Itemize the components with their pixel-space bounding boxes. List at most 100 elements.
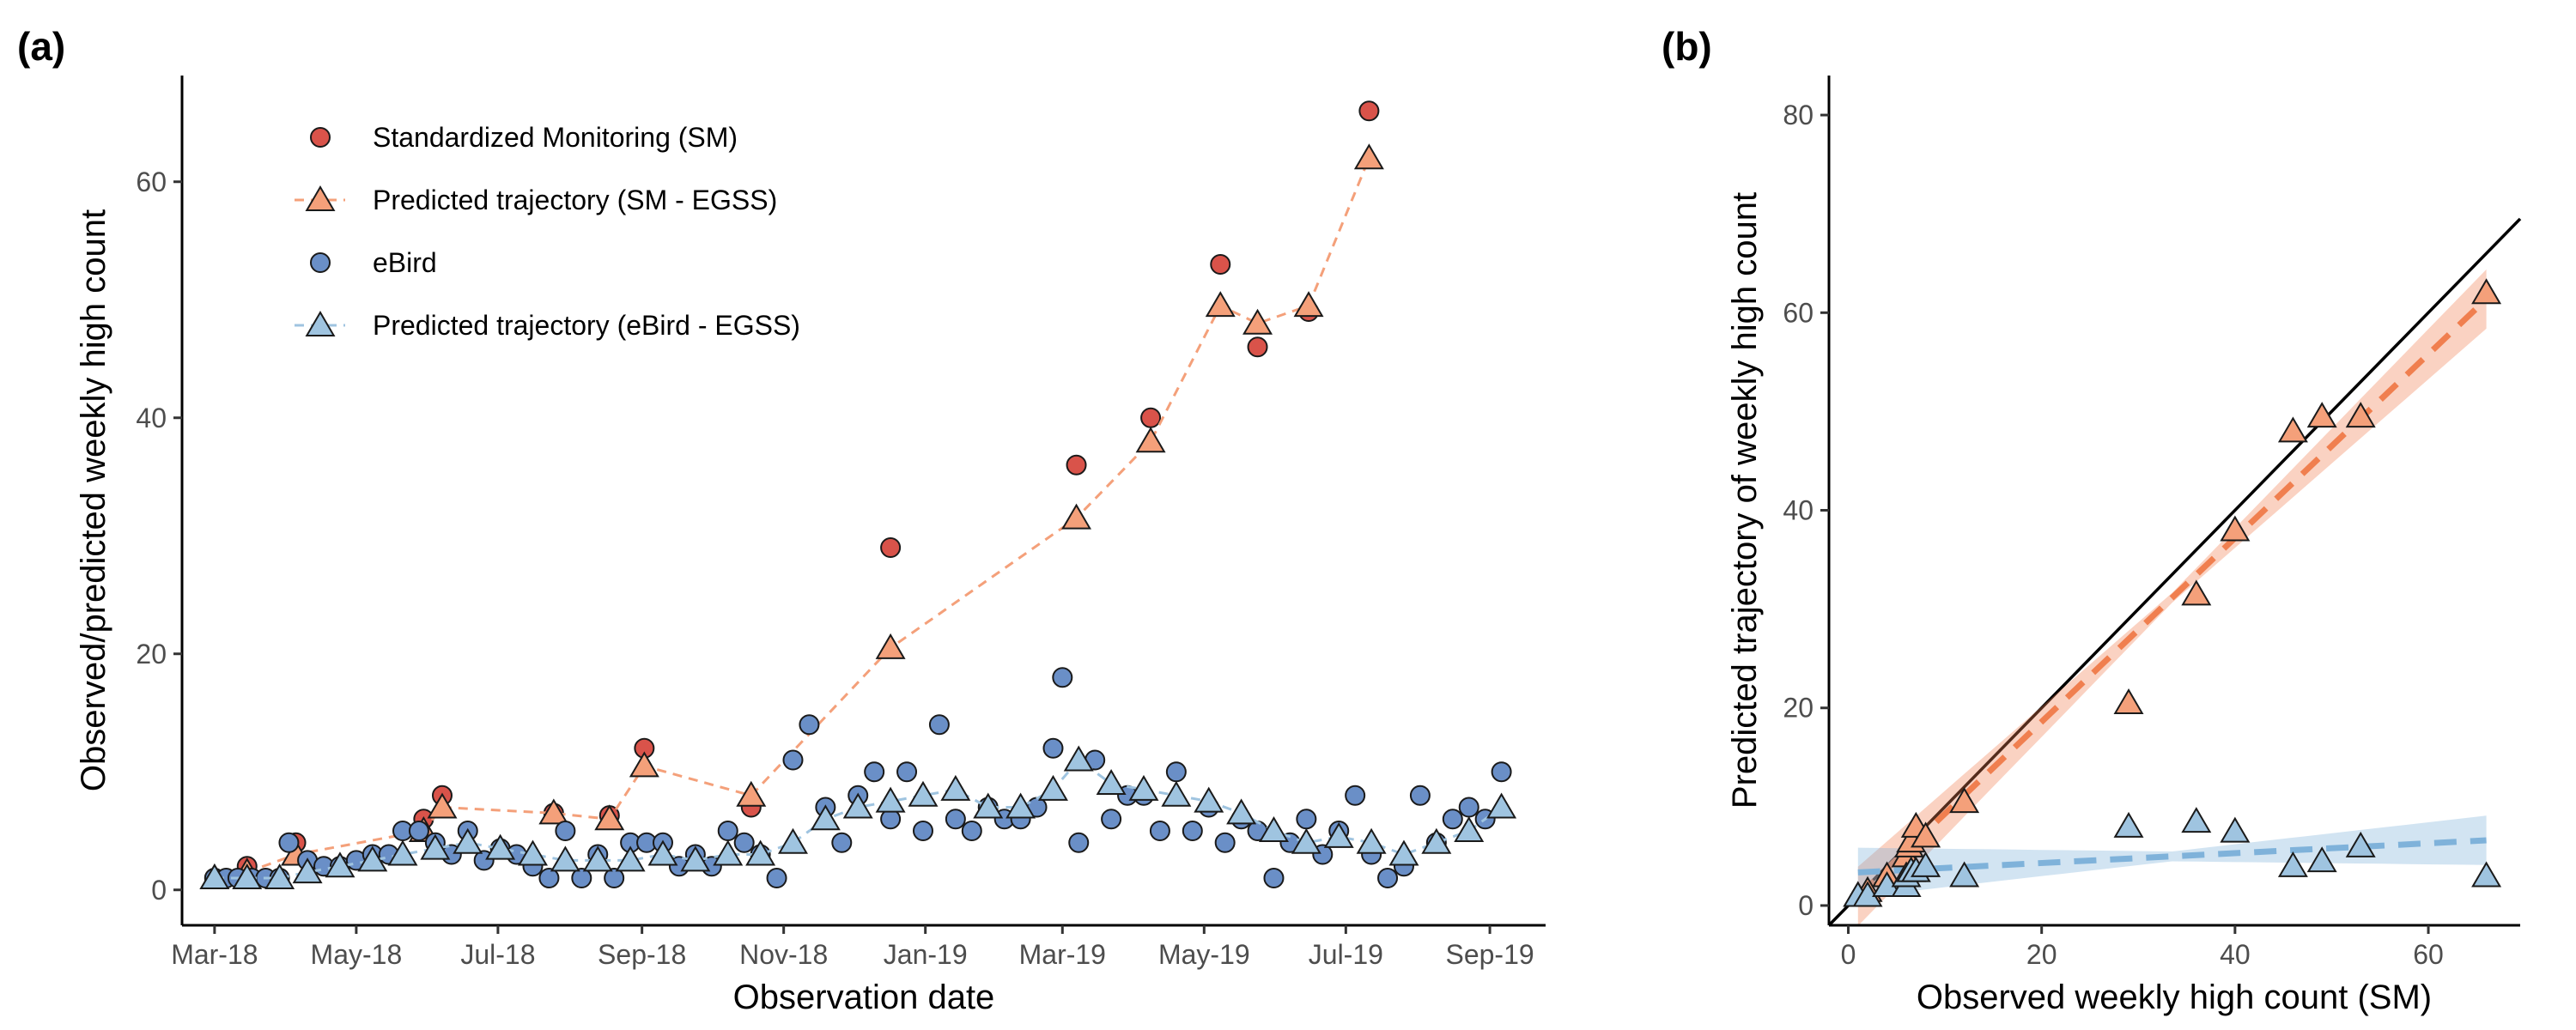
data-point bbox=[1358, 100, 1380, 122]
legend-marker bbox=[305, 185, 336, 211]
data-point bbox=[2181, 579, 2212, 606]
data-point bbox=[782, 749, 804, 771]
x-tick-label: 20 bbox=[2026, 939, 2057, 970]
data-point bbox=[1165, 761, 1187, 783]
data-point bbox=[2306, 846, 2337, 873]
data-point bbox=[1911, 821, 1941, 848]
data-point bbox=[1911, 851, 1941, 877]
data-point bbox=[2113, 811, 2144, 838]
data-point bbox=[453, 827, 483, 854]
legend-label: Standardized Monitoring (SM) bbox=[373, 122, 738, 153]
data-point bbox=[1135, 427, 1166, 453]
data-point bbox=[582, 845, 613, 872]
data-point bbox=[1296, 809, 1317, 830]
data-point bbox=[875, 633, 906, 659]
data-point bbox=[745, 839, 776, 866]
y-tick-label: 60 bbox=[136, 167, 167, 197]
fit-line bbox=[1857, 837, 2487, 876]
y-tick-label: 20 bbox=[1783, 693, 1814, 724]
data-point bbox=[1377, 868, 1399, 888]
data-point bbox=[1263, 868, 1285, 888]
data-point bbox=[1491, 761, 1512, 783]
panel-b-ticks: 0 20 40 60 80 0 20 40 60 bbox=[1783, 100, 2443, 970]
data-point bbox=[550, 845, 580, 872]
data-point bbox=[940, 774, 971, 801]
legend-item-predicted-trajectory-ebird-egss: Predicted trajectory (eBird - EGSS) bbox=[295, 310, 800, 341]
data-point bbox=[1454, 816, 1485, 842]
confidence-band bbox=[1857, 815, 2487, 898]
x-tick-label: May-18 bbox=[311, 939, 403, 970]
data-point bbox=[264, 863, 295, 889]
legend-label: Predicted trajectory (eBird - EGSS) bbox=[373, 310, 800, 341]
reference-line bbox=[1827, 217, 2522, 927]
data-point bbox=[538, 868, 560, 888]
legend-item-standardized-monitoring-sm: Standardized Monitoring (SM) bbox=[310, 122, 738, 153]
data-point bbox=[1949, 861, 1980, 888]
data-point bbox=[292, 857, 323, 884]
data-point bbox=[912, 821, 933, 841]
data-point bbox=[736, 780, 767, 807]
data-point bbox=[777, 827, 808, 854]
data-point bbox=[1063, 745, 1094, 772]
data-point bbox=[713, 839, 744, 866]
panel-b-fit-layer bbox=[1856, 269, 2489, 926]
y-tick-label: 0 bbox=[151, 875, 167, 906]
y-tick-label: 20 bbox=[136, 639, 167, 670]
fit-ebird-egss bbox=[1857, 815, 2487, 898]
data-point bbox=[810, 804, 841, 831]
data-point bbox=[842, 792, 873, 819]
legend-marker bbox=[310, 127, 331, 148]
x-tick-label: Jul-19 bbox=[1309, 939, 1383, 970]
data-point bbox=[875, 786, 906, 813]
data-point bbox=[647, 839, 678, 866]
data-point bbox=[1061, 503, 1092, 530]
data-point bbox=[864, 761, 885, 783]
data-point bbox=[1458, 797, 1479, 818]
series-ebird-egss bbox=[1843, 807, 2502, 907]
panel-b: (b) 0 20 40 60 80 0 20 40 60 Observed weekly hig… bbox=[1662, 24, 2522, 1016]
data-point bbox=[2345, 831, 2376, 857]
panel-b-label: (b) bbox=[1662, 24, 1712, 69]
data-point bbox=[538, 798, 569, 825]
y-tick-label: 40 bbox=[136, 403, 167, 433]
x-tick-label: Jul-18 bbox=[460, 939, 535, 970]
data-point bbox=[1442, 809, 1463, 830]
data-point bbox=[420, 833, 451, 860]
panel-a-series-layer bbox=[199, 100, 1517, 889]
legend-item-ebird: eBird bbox=[310, 247, 437, 278]
legend-marker bbox=[305, 311, 336, 336]
y-tick-label: 0 bbox=[1798, 890, 1814, 921]
data-point bbox=[629, 751, 659, 778]
legend-label: eBird bbox=[373, 247, 437, 278]
data-point bbox=[1345, 785, 1366, 806]
data-point bbox=[1258, 816, 1289, 842]
data-point bbox=[2220, 515, 2251, 542]
data-point bbox=[604, 868, 625, 888]
x-tick-label: 60 bbox=[2413, 939, 2444, 970]
data-point bbox=[427, 792, 458, 819]
data-point bbox=[908, 780, 939, 807]
data-point bbox=[680, 845, 711, 872]
data-point bbox=[1388, 839, 1419, 866]
data-point bbox=[1037, 774, 1068, 801]
x-tick-label: Sep-19 bbox=[1445, 939, 1534, 970]
panel-a: (a) 0 20 40 60 Mar-18 May-18 Jul-18 Sep-18 Nov-1… bbox=[17, 24, 1546, 1016]
data-point bbox=[2277, 851, 2308, 877]
data-point bbox=[1949, 787, 1980, 814]
data-point bbox=[1005, 792, 1036, 819]
data-point bbox=[945, 809, 966, 830]
panel-a-legend: Standardized Monitoring (SM) Predicted tr… bbox=[295, 122, 800, 341]
data-point bbox=[1353, 143, 1384, 170]
x-tick-label: Mar-18 bbox=[171, 939, 258, 970]
data-point bbox=[485, 833, 516, 860]
data-point bbox=[1068, 832, 1090, 853]
data-point bbox=[1323, 821, 1354, 848]
data-point bbox=[2113, 688, 2144, 714]
data-point bbox=[232, 863, 263, 889]
fit-line bbox=[1856, 296, 2489, 899]
x-tick-label: Nov-18 bbox=[739, 939, 828, 970]
panel-b-reference-line-layer bbox=[1827, 217, 2522, 927]
data-point bbox=[1101, 809, 1122, 830]
data-point bbox=[1421, 827, 1452, 854]
